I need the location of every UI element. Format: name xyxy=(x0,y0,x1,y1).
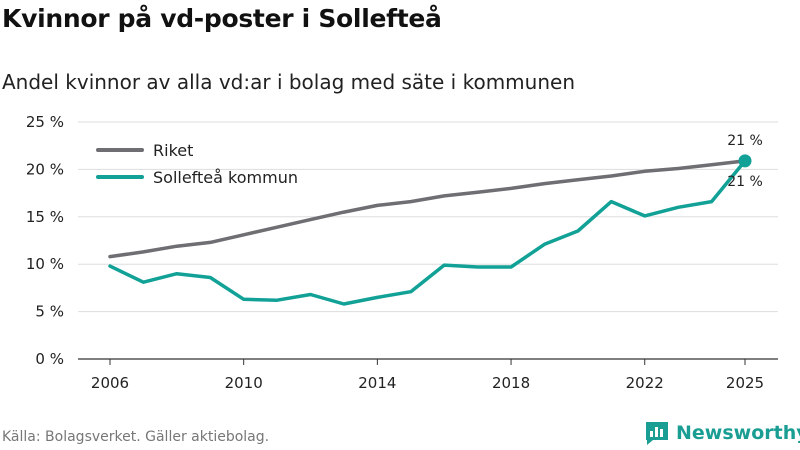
x-tick-label: 2018 xyxy=(492,374,530,392)
series-line-riket xyxy=(108,159,747,259)
x-tick-label: 2022 xyxy=(626,374,664,392)
y-tick-label: 25 % xyxy=(26,113,64,131)
newsworthy-logo-icon xyxy=(646,422,668,445)
data-label-solleftea: 21 % xyxy=(727,174,763,190)
end-point-marker xyxy=(738,154,752,168)
chart-subtitle: Andel kvinnor av alla vd:ar i bolag med … xyxy=(2,70,575,94)
legend-label: Riket xyxy=(153,141,193,160)
source-note: Källa: Bolagsverket. Gäller aktiebolag. xyxy=(2,429,270,445)
x-tick-label: 2010 xyxy=(225,374,263,392)
y-tick-label: 5 % xyxy=(35,303,64,321)
data-label-riket: 21 % xyxy=(727,133,763,149)
x-tick-label: 2014 xyxy=(358,374,396,392)
brand-logo: Newsworthy xyxy=(644,420,800,446)
y-tick-label: 15 % xyxy=(26,208,64,226)
x-tick-label: 2006 xyxy=(91,374,129,392)
brand-name: Newsworthy xyxy=(676,422,800,444)
series-line-solleftea xyxy=(108,159,747,306)
x-tick-label: 2025 xyxy=(726,374,764,392)
y-tick-label: 10 % xyxy=(26,255,64,273)
y-tick-label: 20 % xyxy=(26,160,64,178)
chart-title: Kvinnor på vd-poster i Sollefteå xyxy=(2,4,442,33)
y-tick-label: 0 % xyxy=(35,350,64,368)
legend-label: Sollefteå kommun xyxy=(153,168,298,187)
